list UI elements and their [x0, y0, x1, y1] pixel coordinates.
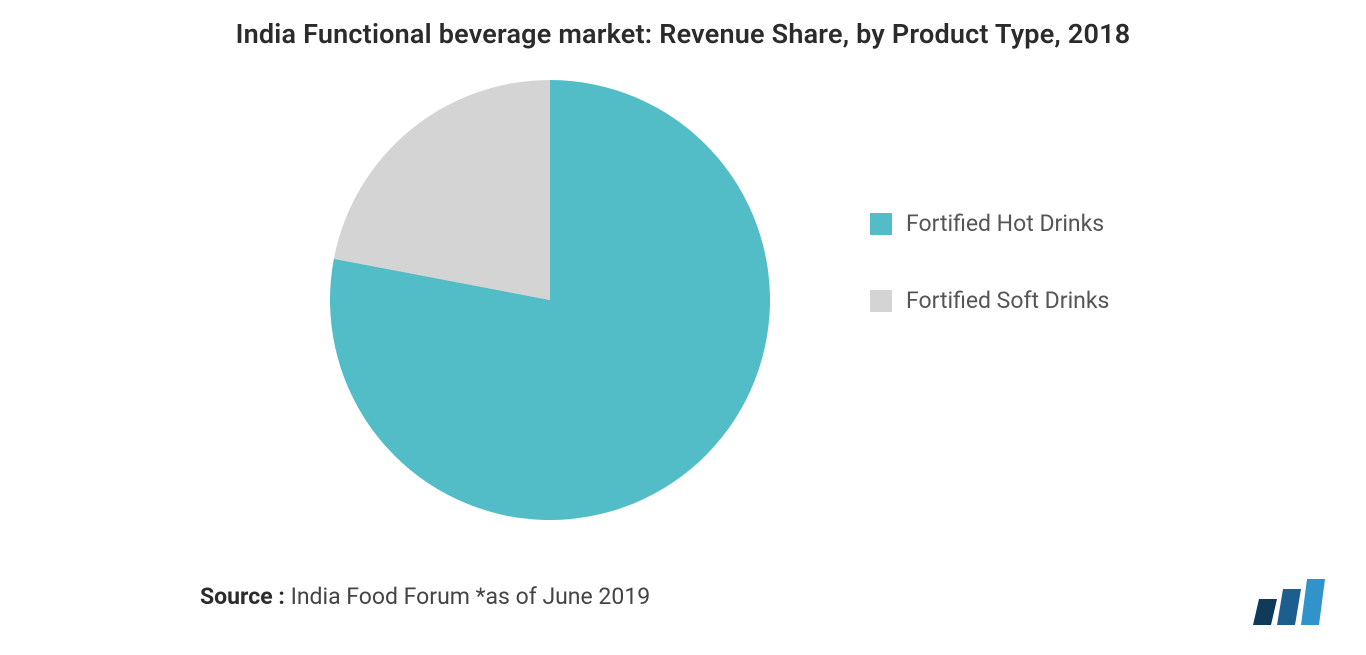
source-attribution: Source : India Food Forum *as of June 20… [200, 583, 650, 610]
legend: Fortified Hot Drinks Fortified Soft Drin… [870, 210, 1109, 314]
legend-item-soft-drinks: Fortified Soft Drinks [870, 287, 1109, 314]
legend-label: Fortified Hot Drinks [906, 210, 1104, 237]
pie-svg [330, 80, 770, 520]
legend-label: Fortified Soft Drinks [906, 287, 1109, 314]
source-text: India Food Forum *as of June 2019 [291, 583, 651, 610]
legend-swatch [870, 213, 892, 235]
source-prefix: Source : [200, 583, 285, 610]
logo-bar-1 [1277, 589, 1301, 625]
logo-bar-0 [1253, 599, 1277, 625]
logo-svg [1251, 575, 1326, 625]
brand-logo [1251, 575, 1326, 625]
logo-bar-2 [1301, 579, 1325, 625]
legend-swatch [870, 290, 892, 312]
legend-item-hot-drinks: Fortified Hot Drinks [870, 210, 1109, 237]
chart-title: India Functional beverage market: Revenu… [0, 0, 1366, 50]
pie-chart [330, 80, 770, 520]
logo-bars [1253, 579, 1325, 625]
